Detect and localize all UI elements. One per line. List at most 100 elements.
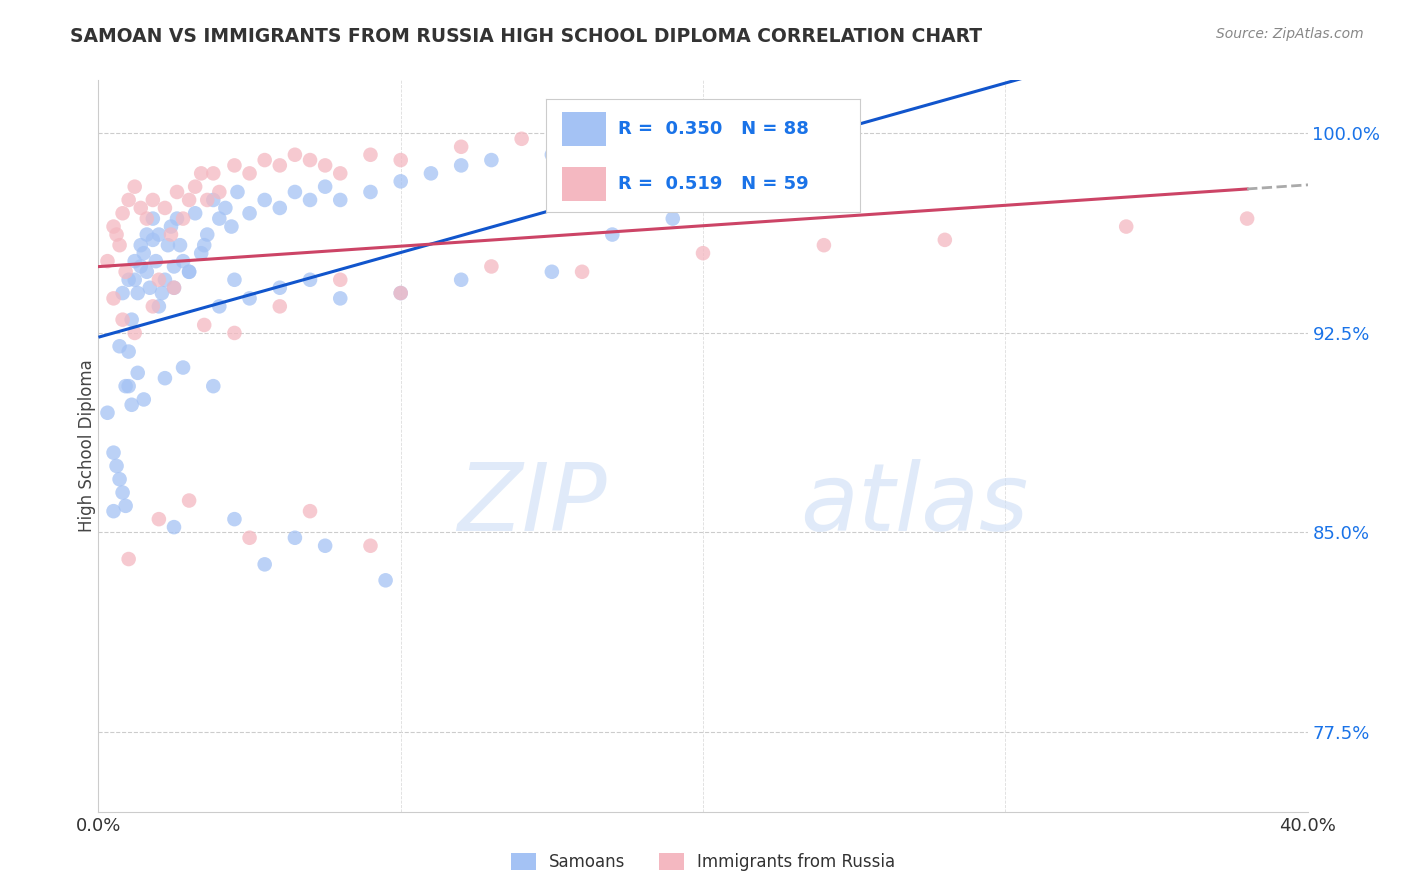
Point <box>153 273 176 287</box>
Point <box>153 371 176 385</box>
Point <box>132 246 155 260</box>
Point <box>142 233 165 247</box>
Point <box>253 153 276 167</box>
Point <box>139 281 162 295</box>
Point <box>208 185 231 199</box>
Point <box>239 206 262 220</box>
Point <box>389 153 412 167</box>
Point <box>118 379 141 393</box>
Point <box>135 265 157 279</box>
Point <box>224 512 246 526</box>
Point <box>253 193 276 207</box>
Point <box>135 227 157 242</box>
Point <box>150 286 173 301</box>
Point <box>114 265 136 279</box>
Point <box>389 286 412 301</box>
Point <box>190 246 212 260</box>
Point <box>202 193 225 207</box>
Point <box>148 512 170 526</box>
Point <box>179 193 201 207</box>
Point <box>172 254 194 268</box>
Point <box>163 281 186 295</box>
Point <box>111 286 134 301</box>
Point <box>121 312 143 326</box>
Point <box>129 260 152 274</box>
Point <box>284 147 307 161</box>
Point <box>314 539 336 553</box>
Point <box>783 129 806 144</box>
Point <box>127 286 149 301</box>
Point <box>166 185 188 199</box>
Point <box>148 299 170 313</box>
Point <box>124 326 146 340</box>
Point <box>214 201 236 215</box>
Point <box>481 260 503 274</box>
Point <box>163 281 186 295</box>
Text: ZIP: ZIP <box>457 459 606 550</box>
Point <box>105 227 128 242</box>
Point <box>571 129 593 144</box>
Point <box>1236 211 1258 226</box>
Point <box>142 299 165 313</box>
Point <box>692 132 714 146</box>
Point <box>540 265 562 279</box>
Point <box>153 201 176 215</box>
Point <box>111 206 134 220</box>
Legend: Samoans, Immigrants from Russia: Samoans, Immigrants from Russia <box>505 846 901 878</box>
Point <box>193 318 215 332</box>
Point <box>602 140 624 154</box>
Point <box>108 238 131 252</box>
Point <box>184 206 207 220</box>
Point <box>239 531 262 545</box>
Point <box>329 292 352 306</box>
Point <box>224 326 246 340</box>
Point <box>114 379 136 393</box>
Point <box>127 366 149 380</box>
Point <box>269 299 291 313</box>
Point <box>103 219 125 234</box>
Point <box>156 238 179 252</box>
Point <box>329 193 352 207</box>
Point <box>360 185 382 199</box>
Point <box>124 254 146 268</box>
Point <box>269 281 291 295</box>
Point <box>602 227 624 242</box>
Point <box>299 273 322 287</box>
Point <box>224 158 246 172</box>
Point <box>160 219 183 234</box>
Point <box>481 153 503 167</box>
Point <box>103 504 125 518</box>
Text: atlas: atlas <box>800 459 1028 550</box>
Point <box>540 147 562 161</box>
Text: SAMOAN VS IMMIGRANTS FROM RUSSIA HIGH SCHOOL DIPLOMA CORRELATION CHART: SAMOAN VS IMMIGRANTS FROM RUSSIA HIGH SC… <box>70 27 983 45</box>
Point <box>179 265 201 279</box>
Point <box>284 531 307 545</box>
Point <box>631 127 654 141</box>
Point <box>145 254 167 268</box>
Text: Source: ZipAtlas.com: Source: ZipAtlas.com <box>1216 27 1364 41</box>
Point <box>510 132 533 146</box>
Point <box>184 179 207 194</box>
Y-axis label: High School Diploma: High School Diploma <box>79 359 96 533</box>
Point <box>299 193 322 207</box>
Point <box>314 179 336 194</box>
Point <box>1115 219 1137 234</box>
Point <box>103 445 125 459</box>
Point <box>329 166 352 180</box>
Point <box>374 574 396 588</box>
Point <box>118 552 141 566</box>
Point <box>135 211 157 226</box>
Point <box>314 158 336 172</box>
Point <box>118 273 141 287</box>
Point <box>166 211 188 226</box>
Point <box>169 238 191 252</box>
Point <box>148 227 170 242</box>
Point <box>360 539 382 553</box>
Point <box>121 398 143 412</box>
Point <box>450 158 472 172</box>
Point <box>389 174 412 188</box>
Point <box>299 504 322 518</box>
Point <box>163 260 186 274</box>
Point <box>195 227 218 242</box>
Point <box>96 254 118 268</box>
